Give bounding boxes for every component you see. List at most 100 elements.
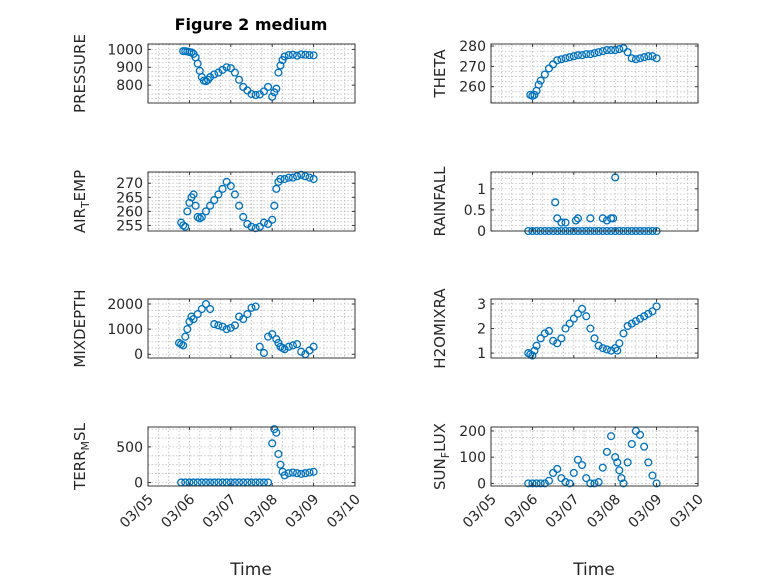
data-point bbox=[309, 51, 318, 60]
data-point bbox=[270, 201, 279, 210]
data-point bbox=[594, 478, 603, 487]
data-point bbox=[247, 90, 256, 99]
data-point bbox=[598, 47, 607, 56]
data-point bbox=[247, 303, 256, 312]
data-point bbox=[557, 55, 566, 64]
data-point bbox=[549, 336, 558, 345]
data-point bbox=[631, 55, 640, 64]
data-point bbox=[179, 341, 188, 350]
data-point bbox=[288, 50, 297, 59]
subplot-5: 0 1000 2000 MIXDEPTH bbox=[71, 289, 356, 368]
data-point bbox=[565, 479, 574, 488]
data-point bbox=[288, 341, 297, 350]
data-point bbox=[619, 329, 628, 338]
data-point bbox=[569, 52, 578, 61]
data-point bbox=[598, 214, 607, 223]
data-point bbox=[297, 469, 306, 478]
data-point bbox=[187, 48, 196, 57]
data-point bbox=[594, 48, 603, 57]
data-point bbox=[222, 325, 231, 334]
data-point bbox=[652, 54, 661, 63]
data-point bbox=[640, 312, 649, 321]
data-point bbox=[276, 460, 285, 469]
axes-box bbox=[147, 298, 356, 359]
data-point bbox=[619, 44, 628, 53]
data-point bbox=[284, 51, 293, 60]
x-tick-label: 03/06 bbox=[501, 491, 541, 531]
data-point bbox=[309, 467, 318, 476]
data-point bbox=[557, 334, 566, 343]
x-axis-label-right: Time bbox=[572, 560, 615, 580]
data-point bbox=[553, 464, 562, 474]
data-point bbox=[181, 222, 190, 231]
data-point bbox=[191, 201, 200, 210]
data-point bbox=[292, 340, 302, 349]
data-point bbox=[218, 65, 227, 74]
data-point bbox=[617, 474, 626, 483]
data-point bbox=[183, 207, 192, 216]
data-point bbox=[586, 214, 595, 223]
data-point bbox=[193, 59, 202, 68]
data-point bbox=[536, 479, 545, 488]
data-point bbox=[573, 51, 582, 60]
data-point bbox=[540, 329, 549, 338]
data-point bbox=[586, 479, 595, 488]
data-point bbox=[235, 312, 244, 321]
data-point bbox=[635, 54, 645, 63]
data-point bbox=[544, 326, 554, 336]
x-axis-label-left: Time bbox=[229, 560, 272, 580]
data-point bbox=[644, 458, 653, 467]
data-point bbox=[586, 50, 595, 59]
axes-box bbox=[490, 426, 699, 487]
y-axis-label: SUNFLUX bbox=[431, 423, 452, 490]
data-point bbox=[615, 466, 624, 475]
data-point bbox=[561, 218, 570, 227]
data-point bbox=[272, 84, 281, 93]
x-tick-label: 03/10 bbox=[324, 492, 364, 532]
y-tick-label: 0.5 bbox=[464, 203, 486, 219]
y-tick-label: 260 bbox=[459, 80, 486, 96]
data-point bbox=[536, 76, 545, 85]
data-point bbox=[272, 428, 281, 437]
data-point bbox=[292, 469, 302, 478]
data-point bbox=[607, 432, 616, 441]
data-point bbox=[578, 51, 587, 60]
data-point bbox=[602, 46, 611, 55]
x-tick-label: 03/07 bbox=[543, 492, 583, 532]
data-point bbox=[292, 172, 302, 181]
data-point bbox=[255, 342, 264, 351]
data-point bbox=[222, 63, 231, 72]
x-tick-label: 03/05 bbox=[117, 492, 157, 532]
data-point bbox=[573, 455, 582, 464]
data-point bbox=[251, 224, 260, 233]
data-point bbox=[305, 173, 314, 182]
data-point bbox=[582, 50, 591, 59]
axes-box bbox=[147, 426, 356, 487]
data-point bbox=[590, 334, 599, 343]
subplot-2: 260 270 280 THETA bbox=[431, 39, 699, 104]
data-point bbox=[181, 332, 190, 341]
data-point bbox=[255, 222, 264, 231]
data-point bbox=[276, 174, 285, 184]
data-point bbox=[598, 463, 607, 472]
data-point bbox=[569, 314, 578, 323]
data-point bbox=[274, 68, 283, 77]
data-point bbox=[561, 478, 570, 487]
data-point bbox=[611, 344, 620, 353]
data-point bbox=[214, 68, 223, 77]
data-point bbox=[590, 479, 599, 488]
data-point bbox=[549, 60, 558, 69]
y-tick-label: 0 bbox=[477, 476, 486, 492]
axes-box bbox=[490, 43, 699, 104]
data-point bbox=[623, 321, 632, 331]
x-tick-label: 03/09 bbox=[283, 492, 323, 532]
data-point bbox=[553, 214, 562, 223]
y-tick-label: 0 bbox=[477, 224, 486, 240]
data-point bbox=[301, 469, 310, 478]
data-point bbox=[561, 54, 570, 63]
data-point bbox=[288, 173, 297, 182]
data-point bbox=[189, 315, 198, 324]
data-point bbox=[284, 469, 293, 478]
